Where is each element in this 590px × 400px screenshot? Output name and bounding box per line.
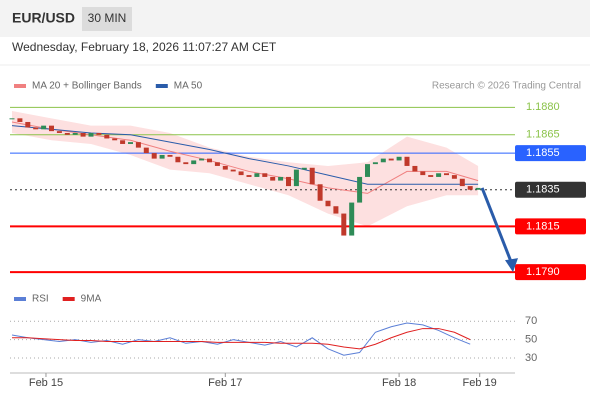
candle <box>325 200 331 207</box>
y-tick-label: 70 <box>525 315 537 327</box>
y-tick-label: 1.1865 <box>526 129 560 141</box>
candle <box>128 142 133 144</box>
candle <box>167 154 173 157</box>
candle <box>428 175 434 177</box>
candle <box>412 165 418 172</box>
level-box <box>515 181 586 198</box>
candle <box>246 175 252 177</box>
candle <box>372 162 378 165</box>
candle <box>199 158 205 161</box>
candle <box>214 162 220 166</box>
candle <box>17 118 23 122</box>
candle <box>120 140 126 144</box>
candle <box>254 173 260 177</box>
symbol: EUR/USD <box>12 10 75 26</box>
candle <box>380 158 386 163</box>
candle <box>286 176 291 187</box>
candle <box>270 176 276 181</box>
candle <box>396 156 402 161</box>
candle <box>262 173 268 177</box>
rsi-line <box>11 322 471 356</box>
candle <box>135 142 141 148</box>
level-box <box>515 145 586 162</box>
candle <box>357 176 363 203</box>
y-tick-label: 1.1790 <box>526 266 560 278</box>
candle <box>151 153 157 159</box>
x-tick-label: Feb 15 <box>29 377 63 389</box>
candle <box>278 176 284 181</box>
candle <box>104 134 110 139</box>
legend-label: MA 20 + Bollinger Bands <box>32 81 142 92</box>
y-tick-label: 1.1880 <box>526 101 560 113</box>
candle <box>301 167 307 170</box>
legend-label: MA 50 <box>174 81 203 92</box>
legend-swatch <box>14 297 26 301</box>
candle <box>404 156 410 166</box>
y-tick-label: 30 <box>525 352 537 364</box>
candle <box>341 213 347 236</box>
candle <box>159 154 165 159</box>
x-tick-label: Feb 18 <box>382 377 416 389</box>
interval[interactable]: 30 MIN <box>88 11 127 25</box>
candle <box>420 171 426 176</box>
candle <box>143 147 149 154</box>
candle <box>72 132 78 135</box>
candle <box>183 162 189 165</box>
y-tick-label: 50 <box>525 334 537 346</box>
candle <box>9 118 15 120</box>
candle <box>436 173 442 177</box>
candle <box>80 132 86 137</box>
candle <box>33 127 39 130</box>
candle <box>475 187 481 190</box>
candle <box>309 167 315 185</box>
candle <box>41 125 47 130</box>
x-tick-label: Feb 19 <box>463 377 497 389</box>
candle <box>49 125 54 132</box>
legend-label: 9MA <box>81 294 102 305</box>
candle <box>96 132 102 135</box>
bollinger-band <box>12 110 479 227</box>
candle <box>293 169 299 187</box>
y-tick-label: 1.1835 <box>526 184 560 196</box>
legend-swatch <box>155 84 168 88</box>
candle <box>451 175 457 179</box>
candle <box>238 171 244 176</box>
candle <box>333 206 339 214</box>
candle <box>64 132 70 135</box>
timestamp: Wednesday, February 18, 2026 11:07:27 AM… <box>12 40 277 54</box>
candle <box>207 158 212 163</box>
x-tick-label: Feb 17 <box>208 377 242 389</box>
candle <box>230 169 236 172</box>
legend-swatch <box>62 297 75 301</box>
candle <box>444 173 449 176</box>
rsi-line <box>12 328 471 350</box>
candle <box>175 156 181 163</box>
y-tick-label: 1.1815 <box>526 220 560 232</box>
candle <box>365 164 370 177</box>
y-tick-label: 1.1855 <box>526 147 560 159</box>
candle <box>459 178 465 187</box>
candle <box>317 184 323 201</box>
legend-label: RSI <box>32 294 49 305</box>
candle <box>191 160 197 165</box>
candle <box>56 131 62 133</box>
candle <box>112 138 118 141</box>
candle <box>349 202 355 236</box>
interval-box[interactable] <box>82 7 132 31</box>
candle <box>88 132 94 137</box>
level-box <box>515 264 586 281</box>
legend-swatch <box>14 84 26 88</box>
level-box <box>515 218 586 235</box>
candle <box>467 186 473 190</box>
arrow-head <box>505 258 518 273</box>
credit: Research © 2026 Trading Central <box>432 81 581 92</box>
candle <box>388 158 394 161</box>
forecast-arrow <box>480 187 514 265</box>
candle <box>25 121 31 128</box>
ma-line <box>11 125 479 185</box>
candle <box>222 165 228 170</box>
